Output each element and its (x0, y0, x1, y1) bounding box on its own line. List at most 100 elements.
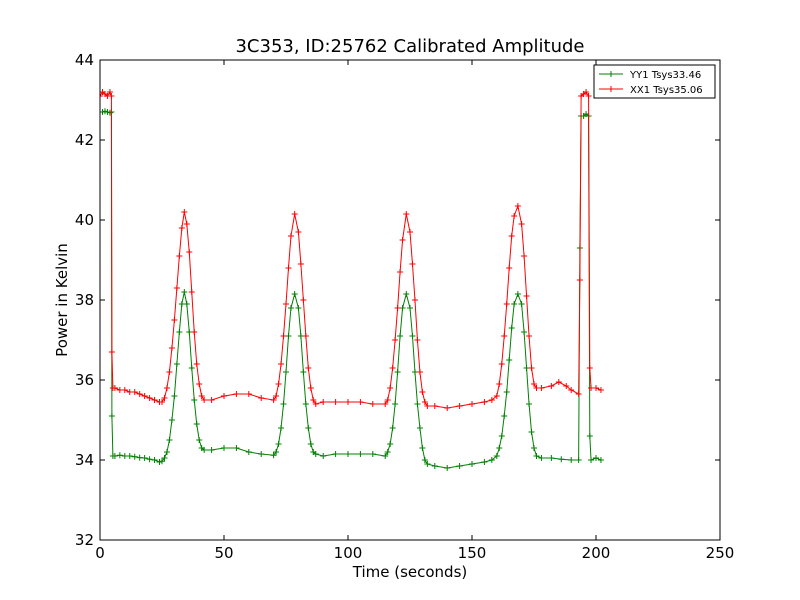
data-point (586, 433, 593, 439)
data-point (275, 441, 282, 447)
data-point (593, 385, 599, 391)
data-point (245, 449, 252, 455)
data-point (171, 317, 178, 323)
data-point (310, 397, 317, 403)
data-point (196, 437, 203, 443)
data-point (168, 417, 175, 423)
data-point (302, 333, 309, 339)
data-point (538, 455, 545, 461)
data-point (233, 445, 240, 451)
series-1 (100, 108, 604, 471)
data-point (280, 333, 287, 339)
data-point (295, 229, 302, 235)
data-point (345, 399, 351, 405)
data-point (521, 329, 528, 335)
data-point (178, 225, 185, 231)
data-point (245, 391, 252, 397)
data-point (297, 261, 304, 267)
data-point (332, 451, 339, 457)
data-point (270, 397, 277, 403)
data-point (501, 333, 508, 339)
chart-title: 3C353, ID:25762 Calibrated Amplitude (235, 36, 584, 57)
data-point (389, 425, 396, 431)
data-point (456, 403, 463, 409)
data-point (392, 401, 399, 407)
data-point (481, 459, 488, 465)
data-point (278, 361, 285, 367)
x-tick-label: 100 (334, 544, 363, 562)
data-point (586, 365, 593, 371)
data-point (414, 401, 421, 407)
data-point (221, 393, 227, 399)
data-point (407, 229, 413, 235)
data-point (503, 301, 510, 307)
legend-item: YY1 Tsys33.46 (599, 70, 701, 81)
data-point (514, 203, 521, 209)
data-point (151, 457, 158, 463)
data-point (419, 445, 426, 451)
data-point (424, 461, 431, 467)
data-point (548, 455, 555, 461)
data-point (576, 277, 583, 283)
data-point (111, 385, 118, 391)
data-point (444, 405, 451, 411)
data-point (291, 211, 298, 217)
data-point (345, 451, 351, 457)
data-point (498, 361, 505, 367)
data-point (163, 385, 170, 391)
data-point (511, 301, 518, 307)
data-point (191, 397, 198, 403)
data-point (593, 455, 599, 461)
data-point (501, 413, 508, 419)
data-point (188, 289, 195, 295)
data-point (387, 441, 394, 447)
data-point (173, 285, 180, 291)
data-point (193, 421, 200, 427)
data-point (116, 452, 123, 459)
data-point (196, 381, 203, 387)
data-point (506, 357, 513, 363)
data-point (302, 401, 309, 407)
data-point (585, 93, 592, 99)
y-tick-label: 36 (75, 371, 94, 389)
data-point (151, 397, 158, 403)
data-point (508, 233, 515, 239)
data-point (168, 345, 175, 351)
data-point (108, 413, 115, 419)
data-point (514, 291, 521, 297)
data-point (493, 393, 500, 399)
data-point (221, 445, 227, 451)
data-point (521, 253, 528, 259)
data-point (300, 369, 307, 375)
legend-marker (608, 71, 614, 77)
data-point (548, 383, 555, 389)
data-point (305, 425, 312, 431)
data-point (171, 393, 178, 399)
y-tick-label: 38 (75, 291, 94, 309)
data-point (411, 297, 418, 303)
data-point (295, 305, 302, 311)
data-point (416, 425, 423, 431)
data-point (518, 301, 525, 307)
data-point (163, 449, 170, 455)
data-point (357, 451, 364, 457)
data-point (166, 369, 173, 375)
data-point (106, 89, 113, 95)
data-point (503, 389, 510, 395)
data-point (188, 365, 195, 371)
data-point (382, 401, 389, 407)
data-point (508, 325, 515, 331)
data-point (300, 297, 307, 303)
data-point (526, 401, 533, 407)
data-point (176, 329, 183, 335)
data-point (409, 333, 416, 339)
data-point (523, 293, 530, 299)
data-point (588, 457, 595, 463)
data-point (273, 449, 280, 455)
data-point (141, 393, 148, 399)
data-point (397, 269, 404, 275)
data-point (419, 389, 426, 395)
data-point (280, 401, 287, 407)
data-point (183, 301, 190, 307)
